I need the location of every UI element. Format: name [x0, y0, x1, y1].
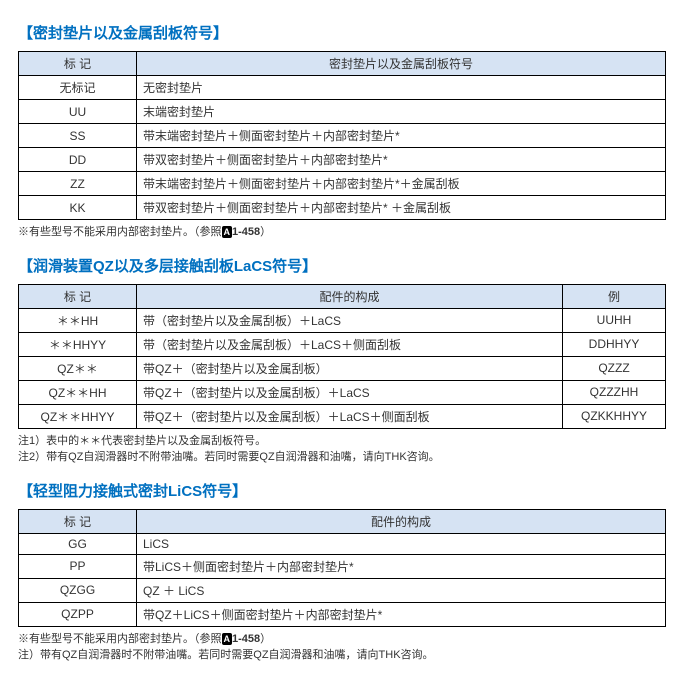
- cell-desc: 带（密封垫片以及金属刮板）＋LaCS＋侧面刮板: [137, 332, 563, 356]
- cell-desc: 带（密封垫片以及金属刮板）＋LaCS: [137, 308, 563, 332]
- cell-mark: ＊＊HH: [19, 308, 137, 332]
- cell-mark: KK: [19, 196, 137, 220]
- section1-title: 【密封垫片以及金属刮板符号】: [18, 22, 666, 43]
- cell-desc: QZ ＋ LiCS: [137, 578, 666, 602]
- cell-mark: QZGG: [19, 578, 137, 602]
- cell-desc: 末端密封垫片: [137, 100, 666, 124]
- s3-note: ※有些型号不能采用内部密封垫片。（参照A1-458） 注）带有QZ自润滑器时不附…: [18, 631, 666, 664]
- lics-table: 标 记 配件的构成 GGLiCS PP带LiCS＋侧面密封垫片＋内部密封垫片* …: [18, 509, 666, 627]
- table-row: SS带末端密封垫片＋侧面密封垫片＋内部密封垫片*: [19, 124, 666, 148]
- cell-mark: ZZ: [19, 172, 137, 196]
- table-row: DD带双密封垫片＋侧面密封垫片＋内部密封垫片*: [19, 148, 666, 172]
- cell-mark: GG: [19, 533, 137, 554]
- qz-lacs-table: 标 记 配件的构成 例 ＊＊HH带（密封垫片以及金属刮板）＋LaCSUUHH ＊…: [18, 284, 666, 429]
- ref-icon: A: [222, 633, 233, 645]
- cell-example: QZZZ: [563, 356, 666, 380]
- table-row: QZPP带QZ＋LiCS＋侧面密封垫片＋内部密封垫片*: [19, 602, 666, 626]
- cell-mark: UU: [19, 100, 137, 124]
- s2-header-example: 例: [563, 284, 666, 308]
- table-row: ＊＊HHYY带（密封垫片以及金属刮板）＋LaCS＋侧面刮板DDHHYY: [19, 332, 666, 356]
- cell-mark: QZ＊＊HHYY: [19, 404, 137, 428]
- ref-icon: A: [222, 226, 233, 238]
- cell-mark: SS: [19, 124, 137, 148]
- table-row: QZ＊＊HH带QZ＋（密封垫片以及金属刮板）＋LaCSQZZZHH: [19, 380, 666, 404]
- s1-note-prefix: ※有些型号不能采用内部密封垫片。（参照: [18, 226, 222, 238]
- table-row: QZ＊＊HHYY带QZ＋（密封垫片以及金属刮板）＋LaCS＋侧面刮板QZKKHH…: [19, 404, 666, 428]
- s2-note: 注1）表中的＊＊代表密封垫片以及金属刮板符号。 注2）带有QZ自润滑器时不附带油…: [18, 433, 666, 466]
- table-row: UU末端密封垫片: [19, 100, 666, 124]
- seal-scraper-table: 标 记 密封垫片以及金属刮板符号 无标记无密封垫片 UU末端密封垫片 SS带末端…: [18, 51, 666, 220]
- table-row: QZ＊＊带QZ＋（密封垫片以及金属刮板）QZZZ: [19, 356, 666, 380]
- s3-header-desc: 配件的构成: [137, 509, 666, 533]
- cell-desc: 带双密封垫片＋侧面密封垫片＋内部密封垫片* ＋金属刮板: [137, 196, 666, 220]
- cell-desc: 带LiCS＋侧面密封垫片＋内部密封垫片*: [137, 554, 666, 578]
- s3-note1-suffix: ）: [260, 633, 271, 645]
- cell-mark: PP: [19, 554, 137, 578]
- s2-header-desc: 配件的构成: [137, 284, 563, 308]
- cell-desc: LiCS: [137, 533, 666, 554]
- s3-header-mark: 标 记: [19, 509, 137, 533]
- s2-note2: 注2）带有QZ自润滑器时不附带油嘴。若同时需要QZ自润滑器和油嘴，请向THK咨询…: [18, 451, 440, 463]
- s2-note1: 注1）表中的＊＊代表密封垫片以及金属刮板符号。: [18, 435, 266, 447]
- cell-mark: QZPP: [19, 602, 137, 626]
- cell-mark: QZ＊＊HH: [19, 380, 137, 404]
- cell-example: QZZZHH: [563, 380, 666, 404]
- s3-note2: 注）带有QZ自润滑器时不附带油嘴。若同时需要QZ自润滑器和油嘴，请向THK咨询。: [18, 649, 434, 661]
- table-row: ZZ带末端密封垫片＋侧面密封垫片＋内部密封垫片*＋金属刮板: [19, 172, 666, 196]
- section3-title: 【轻型阻力接触式密封LiCS符号】: [18, 480, 666, 501]
- ref-num: 1-458: [232, 226, 260, 238]
- cell-example: QZKKHHYY: [563, 404, 666, 428]
- table-row: 无标记无密封垫片: [19, 76, 666, 100]
- cell-example: DDHHYY: [563, 332, 666, 356]
- cell-desc: 带QZ＋LiCS＋侧面密封垫片＋内部密封垫片*: [137, 602, 666, 626]
- table-row: QZGGQZ ＋ LiCS: [19, 578, 666, 602]
- cell-mark: QZ＊＊: [19, 356, 137, 380]
- s1-note: ※有些型号不能采用内部密封垫片。（参照A1-458）: [18, 224, 666, 241]
- s1-header-desc: 密封垫片以及金属刮板符号: [137, 52, 666, 76]
- cell-desc: 带末端密封垫片＋侧面密封垫片＋内部密封垫片*＋金属刮板: [137, 172, 666, 196]
- cell-desc: 带QZ＋（密封垫片以及金属刮板）＋LaCS＋侧面刮板: [137, 404, 563, 428]
- s2-header-mark: 标 记: [19, 284, 137, 308]
- cell-mark: DD: [19, 148, 137, 172]
- cell-example: UUHH: [563, 308, 666, 332]
- cell-mark: ＊＊HHYY: [19, 332, 137, 356]
- cell-desc: 带QZ＋（密封垫片以及金属刮板）＋LaCS: [137, 380, 563, 404]
- cell-desc: 带QZ＋（密封垫片以及金属刮板）: [137, 356, 563, 380]
- section2-title: 【润滑装置QZ以及多层接触刮板LaCS符号】: [18, 255, 666, 276]
- cell-desc: 无密封垫片: [137, 76, 666, 100]
- cell-desc: 带末端密封垫片＋侧面密封垫片＋内部密封垫片*: [137, 124, 666, 148]
- s3-note1-prefix: ※有些型号不能采用内部密封垫片。（参照: [18, 633, 222, 645]
- table-row: KK带双密封垫片＋侧面密封垫片＋内部密封垫片* ＋金属刮板: [19, 196, 666, 220]
- s1-note-suffix: ）: [260, 226, 271, 238]
- cell-mark: 无标记: [19, 76, 137, 100]
- table-row: PP带LiCS＋侧面密封垫片＋内部密封垫片*: [19, 554, 666, 578]
- cell-desc: 带双密封垫片＋侧面密封垫片＋内部密封垫片*: [137, 148, 666, 172]
- ref-num: 1-458: [232, 633, 260, 645]
- s1-header-mark: 标 记: [19, 52, 137, 76]
- table-row: GGLiCS: [19, 533, 666, 554]
- table-row: ＊＊HH带（密封垫片以及金属刮板）＋LaCSUUHH: [19, 308, 666, 332]
